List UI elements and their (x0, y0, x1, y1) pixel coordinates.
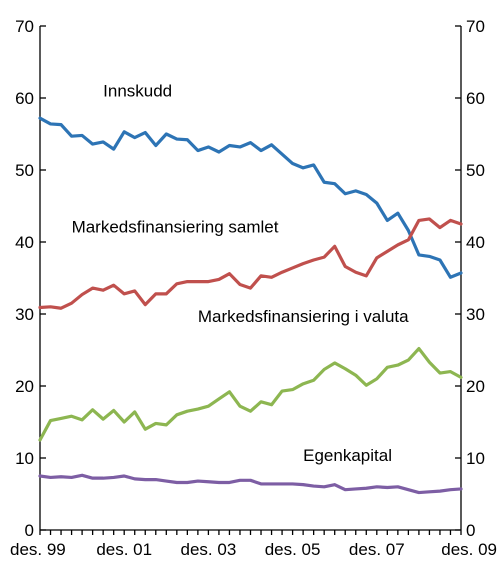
y-tick-label-right: 0 (466, 521, 475, 540)
series-label-markedsfinansiering-samlet: Markedsfinansiering samlet (72, 218, 279, 237)
y-tick-label-right: 60 (466, 89, 485, 108)
y-tick-label-left: 0 (25, 521, 34, 540)
series-lines (38, 116, 463, 495)
series-labels: Innskudd Markedsfinansiering samlet Marked… (72, 82, 410, 465)
x-tick-label: des. 05 (265, 540, 321, 559)
y-tick-label-left: 10 (15, 449, 34, 468)
y-tick-label-left: 70 (15, 17, 34, 36)
y-tick-label-left: 40 (15, 233, 34, 252)
series-label-innskudd: Innskudd (103, 82, 172, 101)
x-tick-label: des. 99 (10, 540, 66, 559)
y-tick-label-left: 30 (15, 305, 34, 324)
series-line-egenkapital (38, 473, 463, 495)
x-tick-label: des. 01 (96, 540, 152, 559)
y-tick-label-left: 20 (15, 377, 34, 396)
y-tick-label-right: 30 (466, 305, 485, 324)
y-tick-label-right: 50 (466, 161, 485, 180)
x-tick-label: des. 03 (181, 540, 237, 559)
series-line-markedsfinansiering-samlet (38, 217, 463, 310)
series-label-egenkapital: Egenkapital (303, 446, 392, 465)
series-label-markedsfinansiering-i-valuta: Markedsfinansiering i valuta (198, 307, 409, 326)
x-tick-label: des. 09 (441, 540, 497, 559)
y-tick-label-right: 10 (466, 449, 485, 468)
chart-axes: 0 0 10 10 20 20 30 30 40 40 50 50 60 60 70 70 des. 99 des… (10, 17, 497, 559)
y-tick-label-left: 50 (15, 161, 34, 180)
y-tick-label-right: 70 (466, 17, 485, 36)
y-tick-label-right: 20 (466, 377, 485, 396)
series-line-markedsfinansiering-i-valuta (38, 346, 463, 442)
series-line-innskudd (38, 116, 463, 279)
y-tick-label-right: 40 (466, 233, 485, 252)
x-tick-label: des. 07 (349, 540, 405, 559)
y-tick-label-left: 60 (15, 89, 34, 108)
